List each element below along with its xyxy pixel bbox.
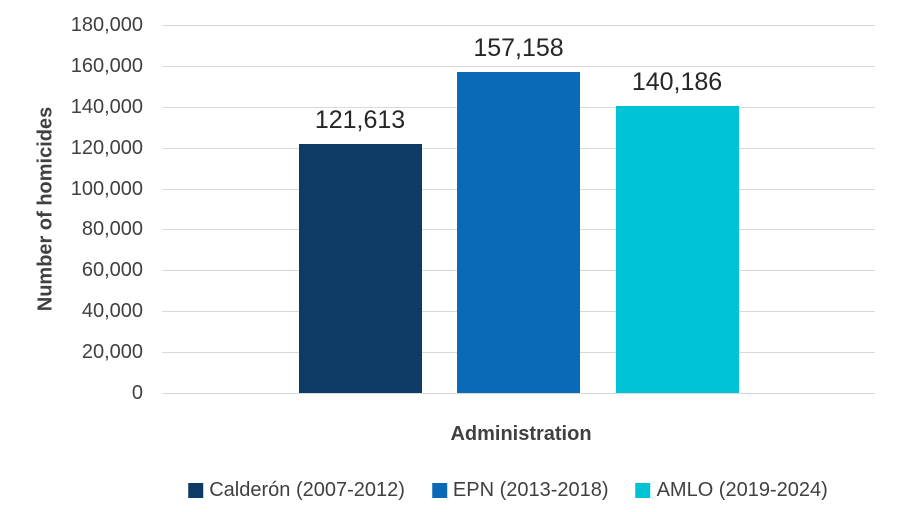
y-tick-label: 140,000 (70, 95, 143, 118)
bar-3 (615, 106, 739, 393)
legend-label: AMLO (2019-2024) (656, 479, 828, 501)
bar-value-label: 121,613 (314, 106, 406, 135)
y-tick-label: 80,000 (81, 218, 143, 241)
bar-value-label: 157,158 (473, 33, 564, 62)
y-tick-label: 60,000 (81, 259, 143, 282)
plot-area: 121,613 157,158 140,186 (162, 25, 875, 394)
y-tick-label: 20,000 (81, 341, 143, 364)
y-tick-label: 100,000 (70, 177, 143, 200)
legend-item: EPN (2013-2018) (431, 479, 609, 501)
bar-value-label: 140,186 (631, 68, 723, 97)
bar-1 (298, 144, 422, 393)
y-tick-label: 40,000 (81, 300, 143, 323)
y-tick-label: 0 (131, 382, 143, 404)
legend-label: Calderón (2007-2012) (209, 479, 405, 501)
gridline (162, 25, 875, 26)
x-axis-title: Administration (450, 423, 592, 445)
legend-item: Calderón (2007-2012) (188, 479, 405, 501)
y-tick-label: 180,000 (70, 14, 143, 36)
y-tick-label: 160,000 (70, 54, 143, 77)
y-tick-label: 120,000 (70, 136, 143, 159)
gridline (162, 393, 875, 394)
gridline (162, 65, 875, 67)
legend: Calderón (2007-2012) EPN (2013-2018) AMLO … (188, 479, 828, 501)
legend-label: EPN (2013-2018) (452, 479, 609, 501)
legend-item: AMLO (2019-2024) (635, 479, 828, 501)
legend-swatch-icon (635, 482, 651, 498)
legend-swatch-icon (431, 482, 447, 498)
bar-2 (457, 71, 580, 393)
legend-swatch-icon (188, 482, 204, 498)
